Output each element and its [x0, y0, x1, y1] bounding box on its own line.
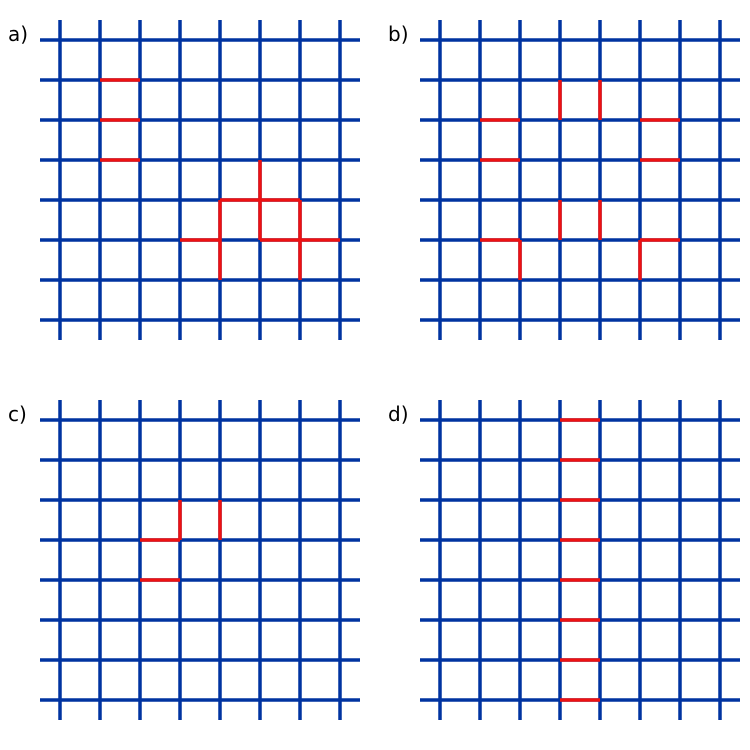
panel-label-a: a): [8, 22, 29, 46]
panel-b: [420, 20, 740, 340]
panel-label-c: c): [8, 402, 27, 426]
panel-c: [40, 400, 360, 720]
panel-label-d: d): [388, 402, 409, 426]
panel-a: [40, 20, 360, 340]
panel-d: [420, 400, 740, 720]
panel-label-b: b): [388, 22, 409, 46]
